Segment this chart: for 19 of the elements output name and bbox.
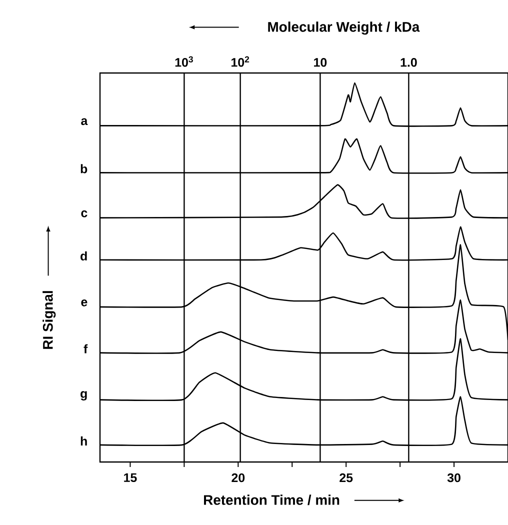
x-tick-label: 15 [124,473,137,482]
series-label: d [80,251,87,260]
y-axis-title: RI Signal [42,291,56,349]
series-label: e [81,300,88,306]
series-label: c [81,210,88,218]
x-tick-label: 25 [340,473,353,482]
text: 10$^{2}$ [232,56,250,67]
text: 1.0 [400,58,417,67]
text: 10 [314,58,327,67]
chart-title: Molecular Weight / kDa [268,22,420,35]
series-label: b [80,164,88,174]
series-label: f [84,344,88,354]
x-tick-label: 30 [447,473,460,482]
series-label: a [81,118,88,126]
text: 10$^{3}$ [175,56,193,67]
x-tick-label: 20 [232,473,245,482]
x-axis-title: Retention Time / min [204,494,340,506]
series-label: h [80,436,87,446]
series-label: g [80,391,87,400]
